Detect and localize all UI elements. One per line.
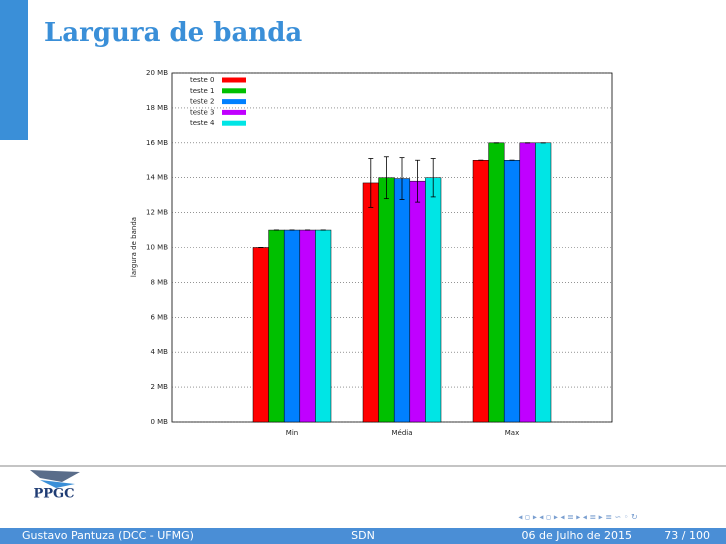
footer-topic: SDN	[351, 529, 375, 542]
y-tick-label: 10 MB	[146, 244, 168, 252]
logo-shape	[30, 470, 80, 482]
bar	[425, 177, 442, 423]
logo-shape	[40, 480, 75, 488]
legend-label: teste 1	[190, 87, 214, 95]
y-tick-label: 8 MB	[150, 278, 168, 286]
footer-page: 73 / 100	[664, 529, 710, 542]
bar	[535, 142, 552, 423]
y-tick-label: 0 MB	[150, 418, 168, 426]
error-bar	[368, 158, 374, 208]
y-tick-label: 12 MB	[146, 209, 168, 217]
legend-swatch	[222, 99, 246, 105]
footer-author: Gustavo Pantuza (DCC - UFMG)	[22, 529, 194, 542]
y-tick-label: 6 MB	[150, 313, 168, 321]
y-axis-label: largura de banda	[130, 217, 138, 277]
logo-text: PPGC	[34, 487, 75, 502]
slide-title: Largura de banda	[44, 18, 302, 48]
error-bar	[383, 156, 389, 200]
legend-label: teste 0	[190, 76, 214, 84]
error-bar	[430, 158, 436, 198]
y-tick-label: 18 MB	[146, 104, 168, 112]
bar	[283, 229, 301, 423]
legend-swatch	[222, 77, 246, 83]
y-tick-label: 2 MB	[150, 383, 168, 391]
legend-label: teste 4	[190, 119, 215, 127]
bar	[252, 247, 269, 423]
bar	[409, 180, 426, 423]
error-bar	[399, 157, 405, 200]
bar	[299, 229, 316, 423]
bar	[393, 178, 411, 423]
y-tick-label: 16 MB	[146, 139, 168, 147]
bar	[315, 229, 332, 423]
bar	[362, 182, 379, 423]
legend-label: teste 2	[190, 98, 214, 106]
bar	[378, 177, 395, 423]
error-bar	[415, 159, 421, 203]
bar	[268, 229, 285, 423]
nav-icons[interactable]: ◂ ▫ ▸ ◂ ▫ ▸ ◂ ≡ ▸ ◂ ≡ ▸ ≡ ∽ ◦ ↻	[518, 513, 637, 522]
bar	[472, 160, 489, 423]
x-tick-label: Max	[505, 429, 519, 437]
bar	[503, 160, 521, 423]
y-tick-label: 20 MB	[146, 69, 168, 77]
y-tick-label: 4 MB	[150, 348, 168, 356]
bar	[519, 142, 536, 423]
legend-swatch	[222, 120, 246, 126]
x-tick-label: Média	[391, 429, 412, 437]
footer-date: 06 de Julho de 2015	[522, 529, 632, 542]
legend-label: teste 3	[190, 108, 214, 116]
y-tick-label: 14 MB	[146, 174, 168, 182]
bar	[488, 142, 505, 423]
footer-bar	[0, 528, 726, 544]
side-band	[0, 0, 28, 140]
legend-swatch	[222, 88, 246, 94]
legend-swatch	[222, 109, 246, 115]
x-tick-label: Min	[286, 429, 298, 437]
